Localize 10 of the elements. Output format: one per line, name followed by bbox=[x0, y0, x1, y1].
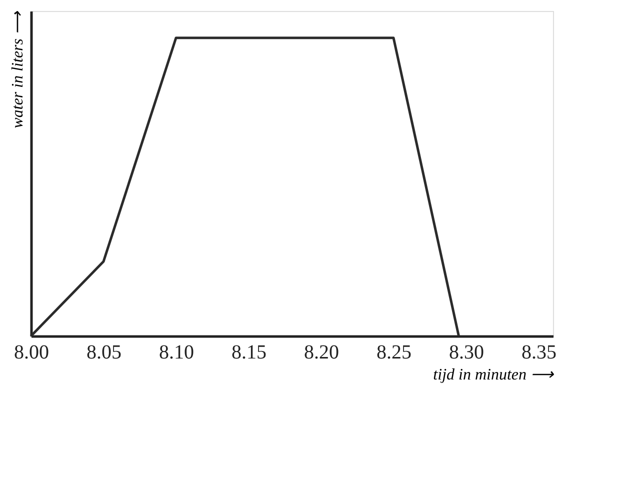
x-tick-label: 8.35 bbox=[522, 342, 556, 364]
x-tick-label: 8.15 bbox=[232, 342, 266, 364]
y-axis-title: water in liters ⟶ bbox=[10, 10, 26, 128]
x-tick-label: 8.00 bbox=[14, 342, 49, 364]
x-tick-label: 8.05 bbox=[86, 342, 122, 364]
x-tick-label: 8.30 bbox=[449, 342, 484, 364]
x-axis-title: tijd in minuten ⟶ bbox=[433, 366, 554, 384]
x-tick-label: 8.25 bbox=[376, 342, 412, 364]
x-tick-label: 8.10 bbox=[159, 342, 194, 364]
x-tick-label: 8.20 bbox=[304, 342, 339, 364]
